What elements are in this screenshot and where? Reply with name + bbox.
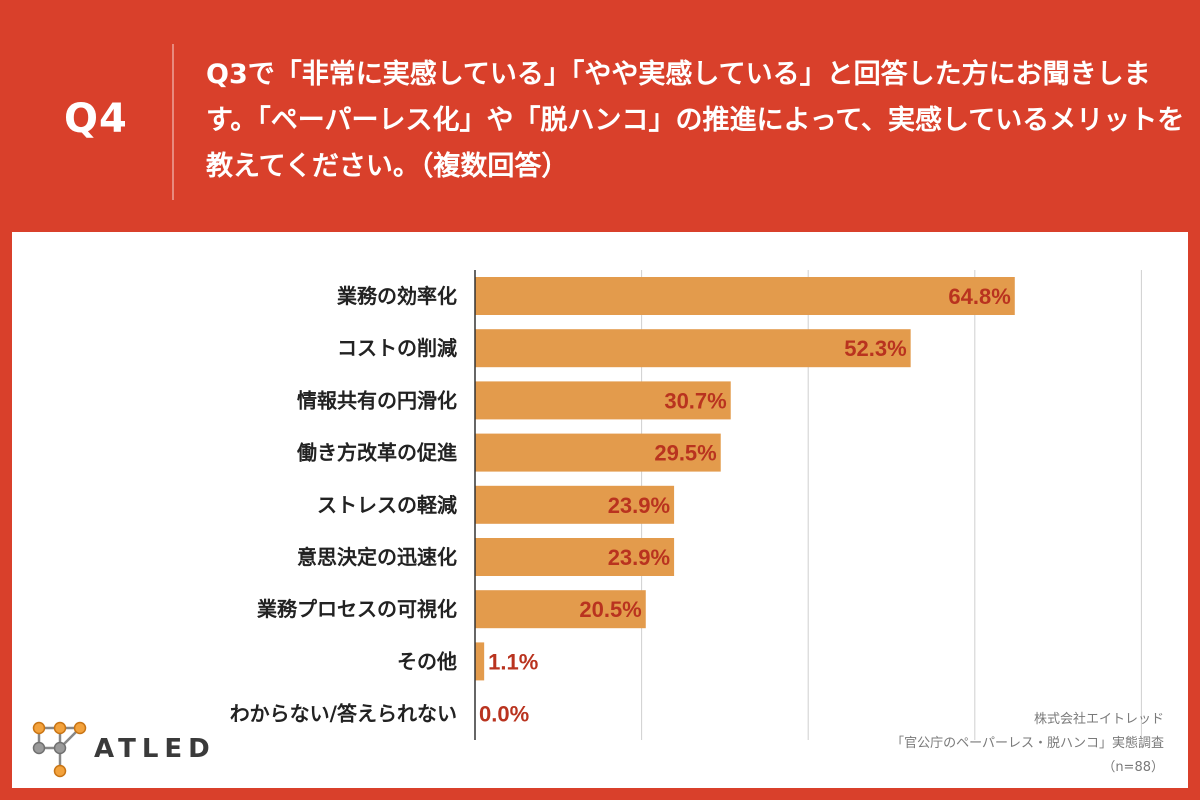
data-label: 23.9% — [608, 493, 670, 518]
category-label: コストの削減 — [337, 336, 457, 360]
question-text: Q3で「非常に実感している」「やや実感している」と回答した方にお聞きします。「ペ… — [206, 59, 1185, 182]
category-label: 意思決定の迅速化 — [297, 545, 457, 569]
source-survey: 「官公庁のペーパーレス・脱ハンコ」実態調査 — [891, 736, 1164, 751]
bar — [475, 485, 675, 524]
bar — [475, 590, 646, 629]
data-label: 23.9% — [608, 545, 670, 570]
data-label: 20.5% — [579, 597, 641, 622]
question-number: Q4 — [64, 96, 128, 142]
logo-text: ATLED — [94, 734, 216, 764]
category-label: ストレスの軽減 — [317, 493, 457, 517]
header-divider — [172, 44, 174, 200]
category-label: わからない/答えられない — [230, 702, 457, 726]
bar — [475, 642, 485, 681]
category-label: 業務プロセスの可視化 — [257, 597, 457, 621]
source-company: 株式会社エイトレッド — [1033, 712, 1164, 727]
data-label: 52.3% — [844, 336, 906, 361]
data-label: 64.8% — [948, 284, 1010, 309]
survey-source: 株式会社エイトレッド 「官公庁のペーパーレス・脱ハンコ」実態調査 （n=88） — [891, 708, 1164, 780]
data-label: 29.5% — [654, 441, 716, 466]
atled-logo-icon — [32, 721, 87, 778]
source-n: （n=88） — [1102, 760, 1164, 775]
data-label: 30.7% — [664, 388, 726, 413]
bar — [475, 538, 675, 576]
category-label: その他 — [397, 649, 457, 673]
data-label: 1.1% — [488, 649, 538, 674]
category-label: 業務の効率化 — [337, 284, 457, 308]
bar — [475, 277, 1015, 315]
bar — [475, 381, 731, 420]
category-label: 情報共有の円滑化 — [297, 388, 457, 412]
category-label: 働き方改革の促進 — [296, 441, 457, 465]
bar — [475, 329, 911, 368]
question-header: Q4 Q3で「非常に実感している」「やや実感している」と回答した方にお聞きします… — [0, 0, 1200, 232]
bar — [475, 433, 721, 472]
data-label: 0.0% — [479, 702, 529, 727]
